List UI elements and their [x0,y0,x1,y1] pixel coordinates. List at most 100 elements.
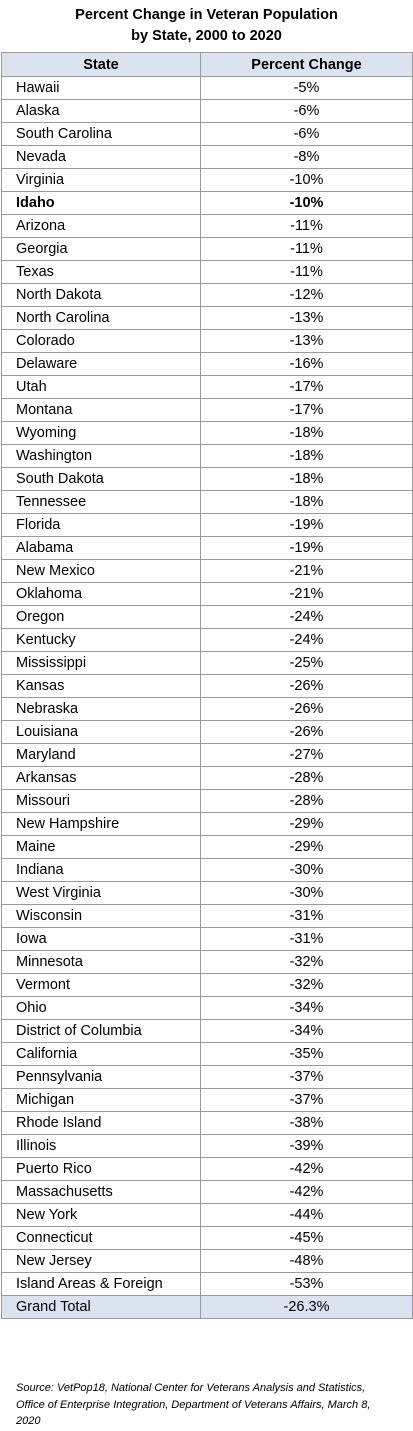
state-cell[interactable]: Oregon [1,605,201,629]
percent-change-cell[interactable]: -39% [200,1134,413,1158]
percent-change-cell[interactable]: -24% [200,605,413,629]
state-cell[interactable]: District of Columbia [1,1019,201,1043]
state-cell[interactable]: Indiana [1,858,201,882]
percent-change-cell[interactable]: -37% [200,1088,413,1112]
state-cell[interactable]: Kentucky [1,628,201,652]
state-cell[interactable]: Virginia [1,168,201,192]
state-cell[interactable]: Nebraska [1,697,201,721]
state-cell[interactable]: South Dakota [1,467,201,491]
state-cell[interactable]: Tennessee [1,490,201,514]
percent-change-cell[interactable]: -11% [200,260,413,284]
percent-change-cell[interactable]: -27% [200,743,413,767]
state-cell[interactable]: Arkansas [1,766,201,790]
state-cell[interactable]: Louisiana [1,720,201,744]
percent-change-cell[interactable]: -10% [200,191,413,215]
percent-change-cell[interactable]: -6% [200,99,413,123]
state-cell[interactable]: New Jersey [1,1249,201,1273]
state-cell[interactable]: Missouri [1,789,201,813]
percent-change-cell[interactable]: -6% [200,122,413,146]
state-cell[interactable]: South Carolina [1,122,201,146]
percent-change-cell[interactable]: -26% [200,720,413,744]
state-cell[interactable]: Florida [1,513,201,537]
state-cell[interactable]: Delaware [1,352,201,376]
percent-change-cell[interactable]: -17% [200,398,413,422]
state-cell[interactable]: Iowa [1,927,201,951]
state-cell[interactable]: New York [1,1203,201,1227]
state-cell[interactable]: New Mexico [1,559,201,583]
state-cell[interactable]: Pennsylvania [1,1065,201,1089]
state-cell[interactable]: Wyoming [1,421,201,445]
percent-change-cell[interactable]: -30% [200,858,413,882]
percent-change-cell[interactable]: -21% [200,559,413,583]
state-cell[interactable]: Minnesota [1,950,201,974]
state-cell[interactable]: Puerto Rico [1,1157,201,1181]
percent-change-cell[interactable]: -11% [200,214,413,238]
state-cell[interactable]: North Carolina [1,306,201,330]
percent-change-cell[interactable]: -21% [200,582,413,606]
column-header-percent-change[interactable]: Percent Change [200,52,413,77]
percent-change-cell[interactable]: -26% [200,674,413,698]
percent-change-cell[interactable]: -18% [200,490,413,514]
percent-change-cell[interactable]: -11% [200,237,413,261]
percent-change-cell[interactable]: -24% [200,628,413,652]
percent-change-cell[interactable]: -44% [200,1203,413,1227]
state-cell[interactable]: Rhode Island [1,1111,201,1135]
percent-change-cell[interactable]: -34% [200,1019,413,1043]
percent-change-cell[interactable]: -8% [200,145,413,169]
percent-change-cell[interactable]: -45% [200,1226,413,1250]
percent-change-cell[interactable]: -31% [200,927,413,951]
percent-change-cell[interactable]: -16% [200,352,413,376]
percent-change-cell[interactable]: -26% [200,697,413,721]
state-cell[interactable]: North Dakota [1,283,201,307]
state-cell[interactable]: Texas [1,260,201,284]
state-cell[interactable]: Georgia [1,237,201,261]
percent-change-cell[interactable]: -48% [200,1249,413,1273]
grand-total-value[interactable]: -26.3% [200,1295,413,1319]
percent-change-cell[interactable]: -18% [200,421,413,445]
state-cell[interactable]: Colorado [1,329,201,353]
percent-change-cell[interactable]: -38% [200,1111,413,1135]
percent-change-cell[interactable]: -19% [200,513,413,537]
state-cell[interactable]: Connecticut [1,1226,201,1250]
percent-change-cell[interactable]: -37% [200,1065,413,1089]
state-cell[interactable]: Kansas [1,674,201,698]
state-cell[interactable]: Alaska [1,99,201,123]
percent-change-cell[interactable]: -29% [200,812,413,836]
state-cell[interactable]: West Virginia [1,881,201,905]
state-cell[interactable]: Nevada [1,145,201,169]
state-cell[interactable]: Montana [1,398,201,422]
state-cell[interactable]: Massachusetts [1,1180,201,1204]
state-cell[interactable]: Oklahoma [1,582,201,606]
state-cell[interactable]: Ohio [1,996,201,1020]
percent-change-cell[interactable]: -5% [200,76,413,100]
state-cell[interactable]: Wisconsin [1,904,201,928]
percent-change-cell[interactable]: -30% [200,881,413,905]
state-cell[interactable]: Idaho [1,191,201,215]
state-cell[interactable]: Alabama [1,536,201,560]
percent-change-cell[interactable]: -32% [200,973,413,997]
percent-change-cell[interactable]: -18% [200,467,413,491]
state-cell[interactable]: Maryland [1,743,201,767]
state-cell[interactable]: Vermont [1,973,201,997]
percent-change-cell[interactable]: -35% [200,1042,413,1066]
state-cell[interactable]: Mississippi [1,651,201,675]
state-cell[interactable]: Utah [1,375,201,399]
percent-change-cell[interactable]: -34% [200,996,413,1020]
percent-change-cell[interactable]: -25% [200,651,413,675]
percent-change-cell[interactable]: -42% [200,1180,413,1204]
percent-change-cell[interactable]: -13% [200,329,413,353]
percent-change-cell[interactable]: -42% [200,1157,413,1181]
percent-change-cell[interactable]: -53% [200,1272,413,1296]
state-cell[interactable]: Michigan [1,1088,201,1112]
percent-change-cell[interactable]: -28% [200,789,413,813]
percent-change-cell[interactable]: -10% [200,168,413,192]
percent-change-cell[interactable]: -28% [200,766,413,790]
percent-change-cell[interactable]: -18% [200,444,413,468]
state-cell[interactable]: Hawaii [1,76,201,100]
percent-change-cell[interactable]: -31% [200,904,413,928]
state-cell[interactable]: Illinois [1,1134,201,1158]
percent-change-cell[interactable]: -29% [200,835,413,859]
state-cell[interactable]: Washington [1,444,201,468]
state-cell[interactable]: Island Areas & Foreign [1,1272,201,1296]
percent-change-cell[interactable]: -12% [200,283,413,307]
